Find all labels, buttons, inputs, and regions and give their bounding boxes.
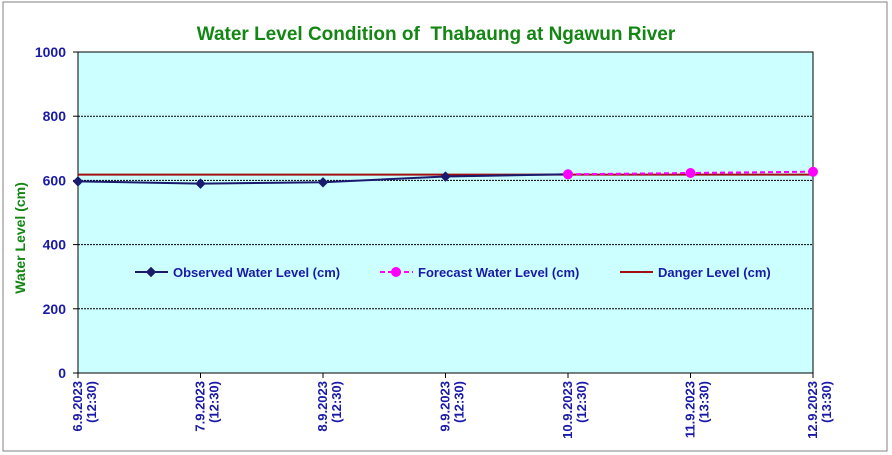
y-axis-label: Water Level (cm) [12, 182, 28, 294]
x-tick-date-0: 6.9.2023 [70, 381, 85, 432]
x-tick-label-2: 8.9.2023 (12:30) [315, 381, 344, 432]
x-tick-time-1: (12:30) [207, 381, 222, 423]
legend-label-1: Forecast Water Level (cm) [418, 265, 579, 280]
x-tick-date-6: 12.9.2023 [805, 381, 820, 439]
x-tick-date-5: 11.9.2023 [683, 381, 698, 438]
legend-swatch-marker-1 [391, 267, 401, 277]
x-tick-label-4: 10.9.2023 (12:30) [560, 381, 589, 439]
series-1 [563, 166, 818, 180]
y-tick-label-400: 400 [43, 237, 67, 253]
y-tick-label-200: 200 [43, 301, 67, 317]
y-tick-label-0: 0 [58, 365, 66, 381]
x-tick-time-2: (12:30) [329, 381, 344, 423]
x-tick-label-6: 12.9.2023 (13:30) [805, 381, 834, 439]
x-tick-date-1: 7.9.2023 [193, 381, 208, 432]
legend-label-0: Observed Water Level (cm) [173, 265, 340, 280]
chart-title: Water Level Condition of Thabaung at Nga… [197, 24, 676, 45]
legend-item-1: Forecast Water Level (cm) [380, 265, 579, 280]
x-tick-label-0: 6.9.2023 (12:30) [70, 381, 99, 432]
plot-background [78, 52, 813, 373]
series-0-point-3 [440, 171, 451, 182]
x-tick-label-1: 7.9.2023 (12:30) [193, 381, 222, 432]
x-tick-date-4: 10.9.2023 [560, 381, 575, 439]
y-tick-label-1000: 1000 [35, 44, 66, 60]
x-tick-time-5: (13:30) [697, 381, 712, 423]
x-tick-label-5: 11.9.2023 (13:30) [683, 381, 712, 438]
x-tick-label-3: 9.9.2023 (12:30) [438, 381, 467, 432]
x-tick-time-4: (12:30) [574, 381, 589, 423]
legend-item-2: Danger Level (cm) [620, 265, 771, 280]
legend-swatch-marker-0 [145, 266, 157, 278]
y-tick-label-800: 800 [43, 108, 67, 124]
x-tick-date-3: 9.9.2023 [438, 381, 453, 432]
x-tick-time-6: (13:30) [819, 381, 834, 423]
series-0-point-0 [72, 176, 84, 187]
series-1-point-4 [563, 169, 573, 180]
series-1-point-6 [808, 166, 818, 177]
series-0-point-1 [195, 178, 206, 189]
series-0-point-2 [317, 177, 329, 188]
legend-label-2: Danger Level (cm) [658, 265, 771, 280]
x-tick-time-3: (12:30) [452, 381, 467, 423]
legend-item-0: Observed Water Level (cm) [135, 265, 340, 280]
legend: Observed Water Level (cm) Forecast Water … [135, 265, 771, 280]
y-tick-label-600: 600 [43, 172, 67, 188]
x-tick-date-2: 8.9.2023 [315, 381, 330, 432]
x-tick-time-0: (12:30) [84, 381, 99, 423]
series-1-point-5 [685, 168, 696, 179]
